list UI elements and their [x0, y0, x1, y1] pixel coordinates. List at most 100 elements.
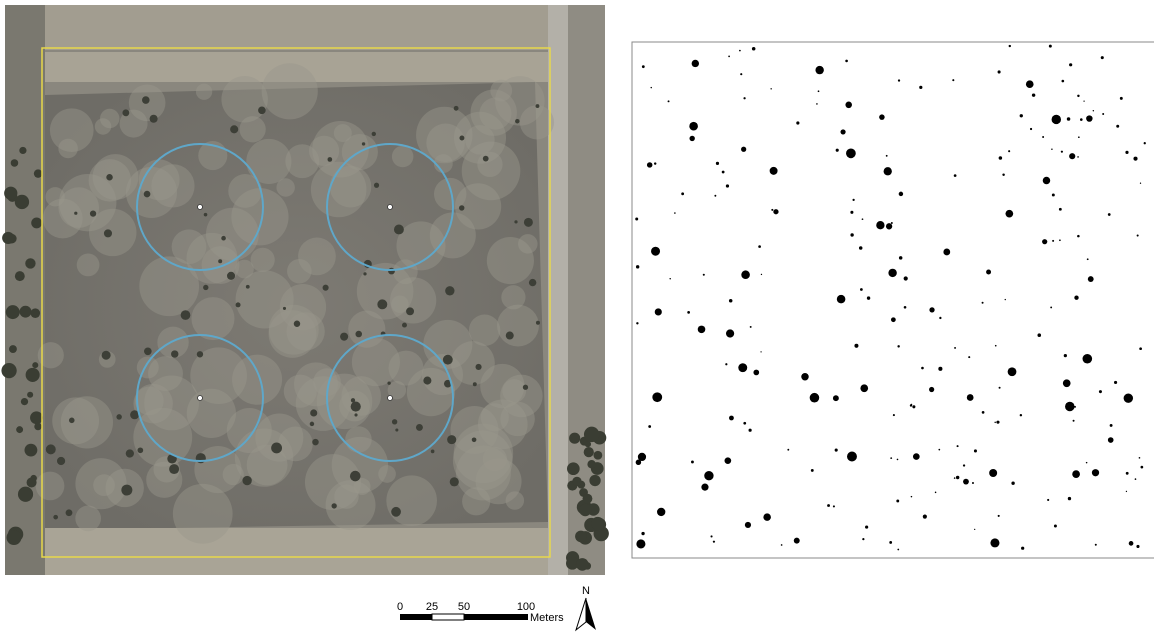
shrub	[351, 398, 355, 402]
shrub-pixel	[912, 405, 915, 408]
shrub	[536, 104, 540, 108]
shrub-pixel	[938, 449, 940, 451]
tree	[585, 441, 591, 447]
scale-label: 0	[397, 601, 403, 613]
shrub	[271, 443, 282, 454]
shrub-pixel	[651, 247, 660, 256]
shrub-pixel	[1049, 45, 1052, 48]
tree	[19, 147, 26, 154]
shrub-pixel	[728, 56, 730, 58]
shrub-pixel	[896, 500, 899, 503]
tree	[9, 345, 17, 353]
shrub-pixel	[1009, 45, 1011, 47]
shrub	[53, 515, 58, 520]
shrub-pixel	[657, 508, 665, 516]
scale-unit: Meters	[530, 612, 564, 624]
shrub-pixel	[996, 421, 999, 424]
light-patch	[59, 174, 116, 231]
shrub	[445, 286, 454, 295]
shrub-pixel	[1005, 299, 1006, 300]
shrub-pixel	[687, 311, 690, 314]
shrub	[197, 351, 203, 357]
shrub	[116, 414, 121, 419]
shrub-pixel	[1136, 545, 1139, 548]
shrub	[340, 333, 348, 341]
shrub-pixel	[741, 147, 746, 152]
shrub-pixel	[860, 288, 863, 291]
shrub-pixel	[781, 544, 783, 546]
light-patch	[77, 254, 100, 277]
shrub	[362, 142, 365, 145]
shrub-pixel	[1042, 136, 1044, 138]
shrub	[294, 321, 300, 327]
shrub-pixel	[692, 60, 699, 67]
center-point	[198, 396, 203, 401]
shrub-pixel	[867, 296, 870, 299]
shrub-pixel	[982, 411, 985, 414]
shrub	[372, 132, 376, 136]
shrub	[536, 321, 540, 325]
shrub-pixel	[1077, 95, 1079, 97]
shrub	[377, 299, 387, 309]
shrub-pixel	[1129, 541, 1134, 546]
shrub-pixel	[862, 538, 864, 540]
shrub-pixel	[929, 307, 934, 312]
shrub-pixel	[758, 245, 761, 248]
shrub	[221, 236, 226, 241]
shrub-pixel	[859, 246, 863, 250]
shrub-pixel	[1124, 393, 1133, 402]
shrub-pixel	[827, 504, 830, 507]
tree	[583, 494, 593, 504]
light-patch	[497, 305, 539, 347]
aerial-photo	[1, 5, 608, 575]
shrub-pixel	[893, 414, 895, 416]
shrub-pixel	[1065, 402, 1074, 411]
shrub	[529, 279, 536, 286]
shrub-pixel	[995, 345, 997, 347]
shrub	[350, 471, 361, 482]
shrub-pixel	[954, 477, 956, 479]
shrub-pixel	[701, 484, 708, 491]
light-patch	[251, 248, 275, 272]
shrub	[258, 107, 266, 115]
shrub-pixel	[860, 384, 868, 392]
light-patch	[450, 406, 498, 454]
shrub	[150, 115, 158, 123]
shrub-pixel	[904, 276, 908, 280]
shrub-pixel	[726, 184, 729, 187]
shrub-pixel	[957, 445, 959, 447]
shrub	[204, 213, 208, 217]
light-patch	[75, 506, 101, 532]
light-patch	[345, 426, 372, 453]
shrub-pixel	[954, 174, 957, 177]
light-patch	[151, 164, 194, 207]
shrub-pixel	[879, 114, 885, 120]
shrub-pixel	[939, 317, 941, 319]
shrub-pixel	[998, 70, 1001, 73]
shrub-pixel	[1020, 414, 1022, 416]
tree	[579, 504, 591, 516]
shrub-pixel	[1126, 491, 1127, 492]
light-patch	[392, 146, 414, 168]
light-patch	[221, 76, 267, 122]
shrub-pixel	[1077, 235, 1080, 238]
shrub-pixel	[943, 249, 950, 256]
shrub-pixel	[963, 479, 969, 485]
shrub-pixel	[1099, 390, 1102, 393]
arrow-half	[576, 598, 586, 630]
shrub	[416, 424, 423, 431]
light-patch	[500, 375, 543, 418]
shrub-pixel	[972, 482, 974, 484]
light-patch	[518, 234, 537, 253]
tree	[584, 427, 599, 442]
tree	[11, 159, 19, 167]
tree	[5, 371, 11, 377]
shrub-pixel	[974, 529, 975, 530]
shrub-pixel	[750, 326, 752, 328]
shrub-pixel	[1125, 151, 1128, 154]
shrub-pixel	[729, 299, 733, 303]
shrub-pixel	[636, 265, 639, 268]
shrub-pixel	[1059, 208, 1062, 211]
shrub-pixel	[1005, 210, 1013, 218]
light-patch	[334, 124, 352, 142]
